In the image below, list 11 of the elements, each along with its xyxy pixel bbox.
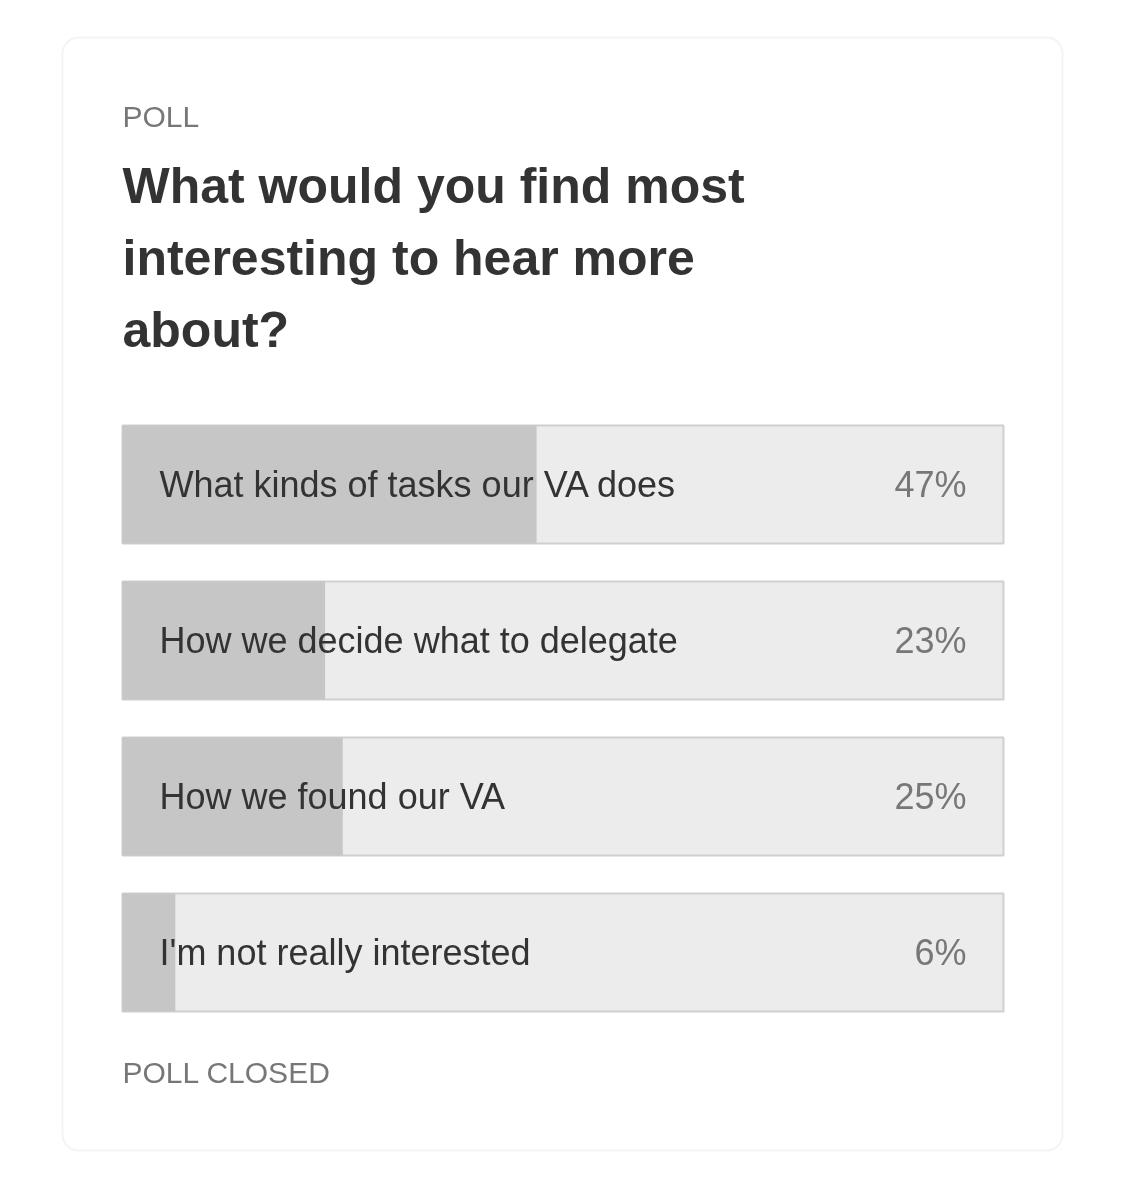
data-label: 25%	[894, 776, 967, 817]
chart-subtitle: POLL	[122, 99, 200, 133]
y-tick-label: How we decide what to delegate	[159, 620, 678, 661]
data-label: 47%	[894, 464, 967, 505]
y-tick-label: I'm not really interested	[159, 932, 531, 973]
y-tick-label: How we found our VA	[159, 776, 506, 817]
text: POLL CLOSED	[122, 1055, 330, 1089]
data-label: 23%	[894, 620, 967, 661]
y-tick-label: What kinds of tasks our VA does	[159, 464, 676, 505]
data-label: 6%	[914, 932, 967, 973]
chart-title: What would you find most interesting to hear more about?	[122, 157, 745, 358]
